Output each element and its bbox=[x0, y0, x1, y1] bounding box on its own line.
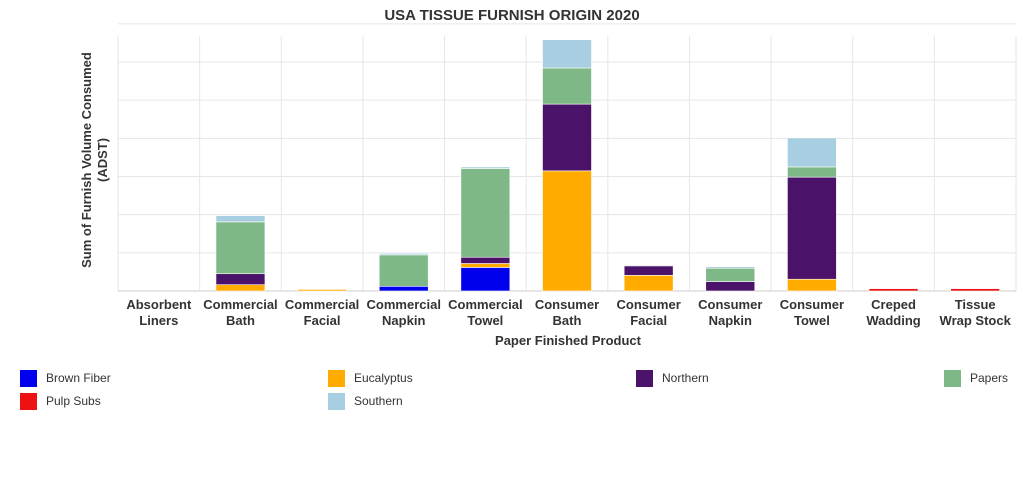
bars bbox=[215, 39, 1000, 292]
bar-segment-brown-fiber[interactable] bbox=[460, 267, 511, 292]
bar-segment-northern[interactable] bbox=[623, 265, 674, 276]
bar-segment-southern[interactable] bbox=[460, 166, 511, 169]
bar-segment-papers[interactable] bbox=[623, 264, 674, 267]
bar-segment-southern[interactable] bbox=[705, 266, 756, 269]
legend-label: Papers bbox=[970, 371, 1009, 385]
x-tick-label: Creped Wadding bbox=[866, 297, 920, 328]
bar-segment-eucalyptus[interactable] bbox=[460, 263, 511, 268]
bar-segment-papers[interactable] bbox=[542, 67, 592, 105]
bar-segment-eucalyptus[interactable] bbox=[787, 278, 837, 292]
x-tick-label: Absorbent Liners bbox=[126, 297, 192, 328]
y-axis-title-line2: (ADST) bbox=[95, 138, 110, 182]
x-tick-label: Consumer Napkin bbox=[698, 297, 762, 328]
legend-swatch bbox=[20, 369, 37, 387]
bar-segment-northern[interactable] bbox=[542, 103, 592, 172]
bar-segment-eucalyptus[interactable] bbox=[542, 170, 592, 292]
legend-item-southern[interactable]: Southern bbox=[328, 392, 403, 410]
bar-segment-southern[interactable] bbox=[378, 253, 429, 256]
legend-label: Eucalyptus bbox=[354, 371, 413, 385]
legend-item-northern[interactable]: Northern bbox=[636, 369, 709, 387]
bar-segment-papers[interactable] bbox=[460, 168, 511, 258]
x-tick-label: Commercial Facial bbox=[285, 297, 359, 328]
bar-segment-eucalyptus[interactable] bbox=[215, 284, 266, 292]
x-tick-label: Commercial Towel bbox=[448, 297, 522, 328]
x-tick-labels: Absorbent Liners Commercial Bath Commercial F… bbox=[126, 297, 1011, 328]
legend-item-papers[interactable]: Papers bbox=[944, 369, 1008, 387]
x-tick-label: Consumer Bath bbox=[535, 297, 599, 328]
bar-segment-papers[interactable] bbox=[787, 166, 837, 178]
legend-swatch bbox=[636, 369, 653, 387]
bar-segment-northern[interactable] bbox=[215, 273, 266, 286]
x-tick-label: Consumer Towel bbox=[780, 297, 844, 328]
legend-item-brown-fiber[interactable]: Brown Fiber bbox=[20, 369, 111, 387]
legend-swatch bbox=[328, 369, 345, 387]
legend-item-pulp-subs[interactable]: Pulp Subs bbox=[20, 392, 101, 410]
bar-segment-pulp-subs[interactable] bbox=[868, 288, 919, 292]
legend-label: Southern bbox=[354, 394, 403, 408]
chart-title: USA TISSUE FURNISH ORIGIN 2020 bbox=[384, 7, 639, 24]
x-tick-label: Commercial Bath bbox=[203, 297, 277, 328]
bar-segment-southern[interactable] bbox=[787, 137, 837, 168]
bar-segment-northern[interactable] bbox=[705, 281, 756, 292]
x-axis-title: Paper Finished Product bbox=[495, 333, 642, 348]
bar-segment-eucalyptus[interactable] bbox=[297, 289, 347, 292]
legend-item-eucalyptus[interactable]: Eucalyptus bbox=[328, 369, 413, 387]
legend-swatch bbox=[328, 392, 345, 410]
x-tick-label: Consumer Facial bbox=[616, 297, 680, 328]
legend-label: Pulp Subs bbox=[46, 394, 101, 408]
bar-segment-northern[interactable] bbox=[787, 176, 837, 280]
bar-segment-eucalyptus[interactable] bbox=[623, 274, 674, 292]
bar-segment-brown-fiber[interactable] bbox=[378, 285, 429, 292]
bar-segment-papers[interactable] bbox=[705, 267, 756, 282]
legend-label: Brown Fiber bbox=[46, 371, 111, 385]
legend-swatch bbox=[944, 369, 961, 387]
bar-segment-papers[interactable] bbox=[215, 221, 266, 275]
bar-segment-southern[interactable] bbox=[542, 39, 592, 69]
chart-legend: Brown Fiber Eucalyptus Northern Papers Pulp … bbox=[0, 366, 1024, 416]
bar-segment-southern[interactable] bbox=[215, 215, 266, 223]
legend-label: Northern bbox=[662, 371, 709, 385]
bar-segment-northern[interactable] bbox=[460, 256, 511, 264]
legend-swatch bbox=[20, 392, 37, 410]
bar-segment-papers[interactable] bbox=[378, 254, 429, 287]
x-tick-label: Tissue Wrap Stock bbox=[940, 297, 1012, 328]
x-tick-label: Commercial Napkin bbox=[367, 297, 441, 328]
y-axis-title-line1: Sum of Furnish Volume Consumed bbox=[79, 52, 94, 268]
bar-segment-pulp-subs[interactable] bbox=[950, 288, 1000, 292]
